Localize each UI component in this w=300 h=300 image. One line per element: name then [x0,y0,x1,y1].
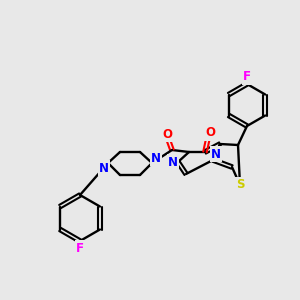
Text: N: N [211,148,221,160]
Text: N: N [151,152,161,164]
Text: S: S [236,178,244,191]
Text: N: N [99,161,109,175]
Text: N: N [168,155,178,169]
Text: O: O [162,128,172,140]
Text: F: F [243,70,251,83]
Text: O: O [205,127,215,140]
Text: F: F [76,242,84,254]
